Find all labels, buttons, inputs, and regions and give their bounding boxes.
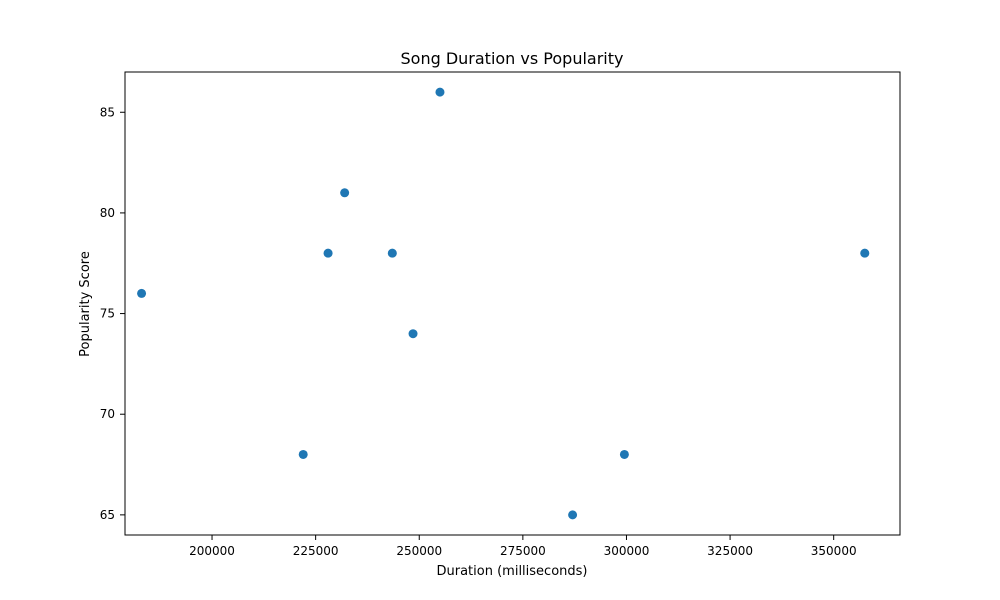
y-axis-label: Popularity Score bbox=[78, 251, 93, 357]
plot-area bbox=[137, 87, 870, 520]
chart-title: Song Duration vs Popularity bbox=[401, 49, 624, 68]
data-point bbox=[137, 288, 147, 298]
x-tick-label: 275000 bbox=[500, 544, 546, 558]
x-tick-label: 225000 bbox=[293, 544, 339, 558]
data-point bbox=[298, 449, 308, 459]
x-tick-label: 300000 bbox=[604, 544, 650, 558]
x-tick-label: 250000 bbox=[396, 544, 442, 558]
y-tick-label: 85 bbox=[100, 105, 115, 119]
data-point bbox=[340, 188, 350, 198]
y-tick-label: 65 bbox=[100, 508, 115, 522]
x-tick-label: 350000 bbox=[811, 544, 857, 558]
x-axis-label: Duration (milliseconds) bbox=[437, 564, 588, 579]
x-axis: 200000 225000 250000 275000 300000 325000 3500… bbox=[189, 535, 857, 558]
data-point bbox=[387, 248, 397, 258]
y-tick-label: 80 bbox=[100, 206, 115, 220]
data-point bbox=[435, 87, 445, 97]
data-point bbox=[860, 248, 870, 258]
data-point bbox=[408, 329, 418, 339]
data-point bbox=[619, 449, 629, 459]
plot-frame bbox=[124, 71, 901, 536]
y-axis: 65 70 75 80 85 bbox=[100, 105, 125, 522]
y-tick-label: 75 bbox=[100, 307, 115, 321]
data-point bbox=[568, 510, 578, 520]
data-point bbox=[323, 248, 333, 258]
y-tick-label: 70 bbox=[100, 407, 115, 421]
x-tick-label: 200000 bbox=[189, 544, 235, 558]
x-tick-label: 325000 bbox=[707, 544, 753, 558]
